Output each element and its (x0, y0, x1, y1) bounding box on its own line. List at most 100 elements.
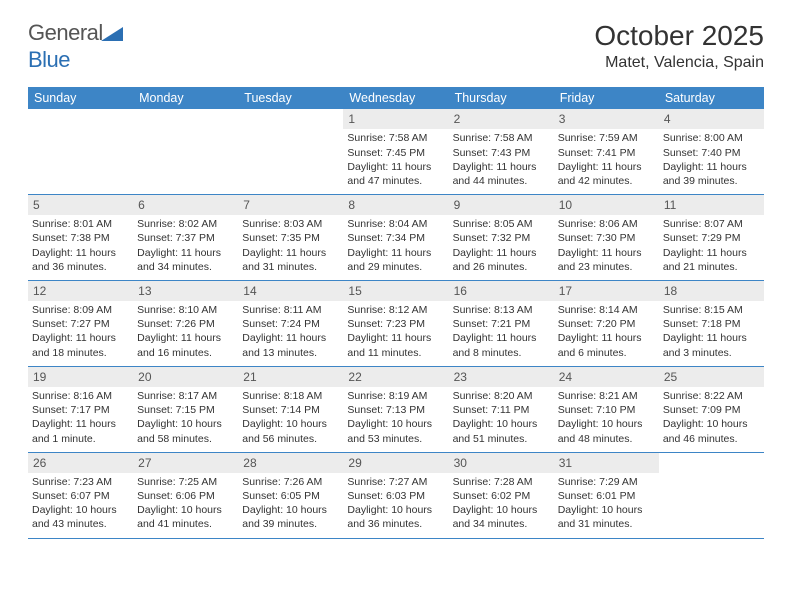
day-body: Sunrise: 7:58 AMSunset: 7:45 PMDaylight:… (343, 129, 448, 194)
day-number: 22 (343, 367, 448, 387)
day-number: 17 (554, 281, 659, 301)
daylight-text: Daylight: 10 hours and 48 minutes. (558, 417, 655, 445)
day-cell: 31Sunrise: 7:29 AMSunset: 6:01 PMDayligh… (554, 453, 659, 538)
sunrise-text: Sunrise: 7:59 AM (558, 131, 655, 145)
dow-sunday: Sunday (28, 87, 133, 109)
sunrise-text: Sunrise: 8:11 AM (242, 303, 339, 317)
day-number: 4 (659, 109, 764, 129)
day-cell: 14Sunrise: 8:11 AMSunset: 7:24 PMDayligh… (238, 281, 343, 366)
day-cell: 9Sunrise: 8:05 AMSunset: 7:32 PMDaylight… (449, 195, 554, 280)
daylight-text: Daylight: 11 hours and 13 minutes. (242, 331, 339, 359)
sunrise-text: Sunrise: 8:21 AM (558, 389, 655, 403)
sunset-text: Sunset: 7:14 PM (242, 403, 339, 417)
day-cell: 10Sunrise: 8:06 AMSunset: 7:30 PMDayligh… (554, 195, 659, 280)
sunrise-text: Sunrise: 8:06 AM (558, 217, 655, 231)
daylight-text: Daylight: 11 hours and 23 minutes. (558, 246, 655, 274)
day-body: Sunrise: 8:02 AMSunset: 7:37 PMDaylight:… (133, 215, 238, 280)
day-body: Sunrise: 8:13 AMSunset: 7:21 PMDaylight:… (449, 301, 554, 366)
sunset-text: Sunset: 7:38 PM (32, 231, 129, 245)
daylight-text: Daylight: 11 hours and 31 minutes. (242, 246, 339, 274)
sunset-text: Sunset: 7:32 PM (453, 231, 550, 245)
dow-monday: Monday (133, 87, 238, 109)
day-body: Sunrise: 7:58 AMSunset: 7:43 PMDaylight:… (449, 129, 554, 194)
day-number: 25 (659, 367, 764, 387)
day-cell: 3Sunrise: 7:59 AMSunset: 7:41 PMDaylight… (554, 109, 659, 194)
day-body: Sunrise: 7:27 AMSunset: 6:03 PMDaylight:… (343, 473, 448, 538)
day-body: Sunrise: 8:06 AMSunset: 7:30 PMDaylight:… (554, 215, 659, 280)
day-cell (133, 109, 238, 194)
day-number: 20 (133, 367, 238, 387)
week-row: 5Sunrise: 8:01 AMSunset: 7:38 PMDaylight… (28, 195, 764, 281)
day-number (238, 109, 343, 133)
daylight-text: Daylight: 11 hours and 44 minutes. (453, 160, 550, 188)
daylight-text: Daylight: 10 hours and 53 minutes. (347, 417, 444, 445)
day-cell: 18Sunrise: 8:15 AMSunset: 7:18 PMDayligh… (659, 281, 764, 366)
sunrise-text: Sunrise: 8:16 AM (32, 389, 129, 403)
day-cell: 20Sunrise: 8:17 AMSunset: 7:15 PMDayligh… (133, 367, 238, 452)
day-number: 5 (28, 195, 133, 215)
day-cell: 22Sunrise: 8:19 AMSunset: 7:13 PMDayligh… (343, 367, 448, 452)
day-body: Sunrise: 8:17 AMSunset: 7:15 PMDaylight:… (133, 387, 238, 452)
sunset-text: Sunset: 7:30 PM (558, 231, 655, 245)
day-cell: 6Sunrise: 8:02 AMSunset: 7:37 PMDaylight… (133, 195, 238, 280)
day-body: Sunrise: 8:15 AMSunset: 7:18 PMDaylight:… (659, 301, 764, 366)
daylight-text: Daylight: 11 hours and 42 minutes. (558, 160, 655, 188)
sunrise-text: Sunrise: 8:18 AM (242, 389, 339, 403)
day-cell: 8Sunrise: 8:04 AMSunset: 7:34 PMDaylight… (343, 195, 448, 280)
sunset-text: Sunset: 7:18 PM (663, 317, 760, 331)
sunrise-text: Sunrise: 7:28 AM (453, 475, 550, 489)
sunrise-text: Sunrise: 8:15 AM (663, 303, 760, 317)
sunrise-text: Sunrise: 8:14 AM (558, 303, 655, 317)
sunrise-text: Sunrise: 8:04 AM (347, 217, 444, 231)
day-number (133, 109, 238, 133)
daylight-text: Daylight: 11 hours and 26 minutes. (453, 246, 550, 274)
day-body: Sunrise: 8:18 AMSunset: 7:14 PMDaylight:… (238, 387, 343, 452)
daylight-text: Daylight: 10 hours and 56 minutes. (242, 417, 339, 445)
sunrise-text: Sunrise: 7:26 AM (242, 475, 339, 489)
week-row: 12Sunrise: 8:09 AMSunset: 7:27 PMDayligh… (28, 281, 764, 367)
daylight-text: Daylight: 11 hours and 6 minutes. (558, 331, 655, 359)
day-cell: 21Sunrise: 8:18 AMSunset: 7:14 PMDayligh… (238, 367, 343, 452)
logo: GeneralBlue (28, 20, 123, 73)
dow-row: Sunday Monday Tuesday Wednesday Thursday… (28, 87, 764, 109)
day-body: Sunrise: 8:21 AMSunset: 7:10 PMDaylight:… (554, 387, 659, 452)
sunset-text: Sunset: 7:10 PM (558, 403, 655, 417)
day-cell: 19Sunrise: 8:16 AMSunset: 7:17 PMDayligh… (28, 367, 133, 452)
day-number: 10 (554, 195, 659, 215)
day-cell: 30Sunrise: 7:28 AMSunset: 6:02 PMDayligh… (449, 453, 554, 538)
day-number: 11 (659, 195, 764, 215)
day-body: Sunrise: 8:09 AMSunset: 7:27 PMDaylight:… (28, 301, 133, 366)
day-number: 19 (28, 367, 133, 387)
daylight-text: Daylight: 10 hours and 36 minutes. (347, 503, 444, 531)
day-number: 21 (238, 367, 343, 387)
day-body: Sunrise: 7:25 AMSunset: 6:06 PMDaylight:… (133, 473, 238, 538)
sunset-text: Sunset: 7:26 PM (137, 317, 234, 331)
day-number: 27 (133, 453, 238, 473)
day-number: 6 (133, 195, 238, 215)
day-body: Sunrise: 8:10 AMSunset: 7:26 PMDaylight:… (133, 301, 238, 366)
sunset-text: Sunset: 7:21 PM (453, 317, 550, 331)
sunrise-text: Sunrise: 7:29 AM (558, 475, 655, 489)
sunset-text: Sunset: 7:35 PM (242, 231, 339, 245)
dow-saturday: Saturday (659, 87, 764, 109)
sunset-text: Sunset: 7:37 PM (137, 231, 234, 245)
day-number: 18 (659, 281, 764, 301)
sunset-text: Sunset: 7:09 PM (663, 403, 760, 417)
sunrise-text: Sunrise: 7:58 AM (453, 131, 550, 145)
day-body: Sunrise: 7:26 AMSunset: 6:05 PMDaylight:… (238, 473, 343, 538)
day-number: 14 (238, 281, 343, 301)
dow-thursday: Thursday (449, 87, 554, 109)
sunrise-text: Sunrise: 8:12 AM (347, 303, 444, 317)
day-cell (28, 109, 133, 194)
day-cell: 29Sunrise: 7:27 AMSunset: 6:03 PMDayligh… (343, 453, 448, 538)
day-body: Sunrise: 7:29 AMSunset: 6:01 PMDaylight:… (554, 473, 659, 538)
week-row: 1Sunrise: 7:58 AMSunset: 7:45 PMDaylight… (28, 109, 764, 195)
sunrise-text: Sunrise: 8:22 AM (663, 389, 760, 403)
header: GeneralBlue October 2025 Matet, Valencia… (28, 20, 764, 73)
month-title: October 2025 (594, 20, 764, 52)
sunrise-text: Sunrise: 8:03 AM (242, 217, 339, 231)
calendar: Sunday Monday Tuesday Wednesday Thursday… (28, 87, 764, 538)
day-body: Sunrise: 8:00 AMSunset: 7:40 PMDaylight:… (659, 129, 764, 194)
sunrise-text: Sunrise: 8:05 AM (453, 217, 550, 231)
day-cell: 4Sunrise: 8:00 AMSunset: 7:40 PMDaylight… (659, 109, 764, 194)
